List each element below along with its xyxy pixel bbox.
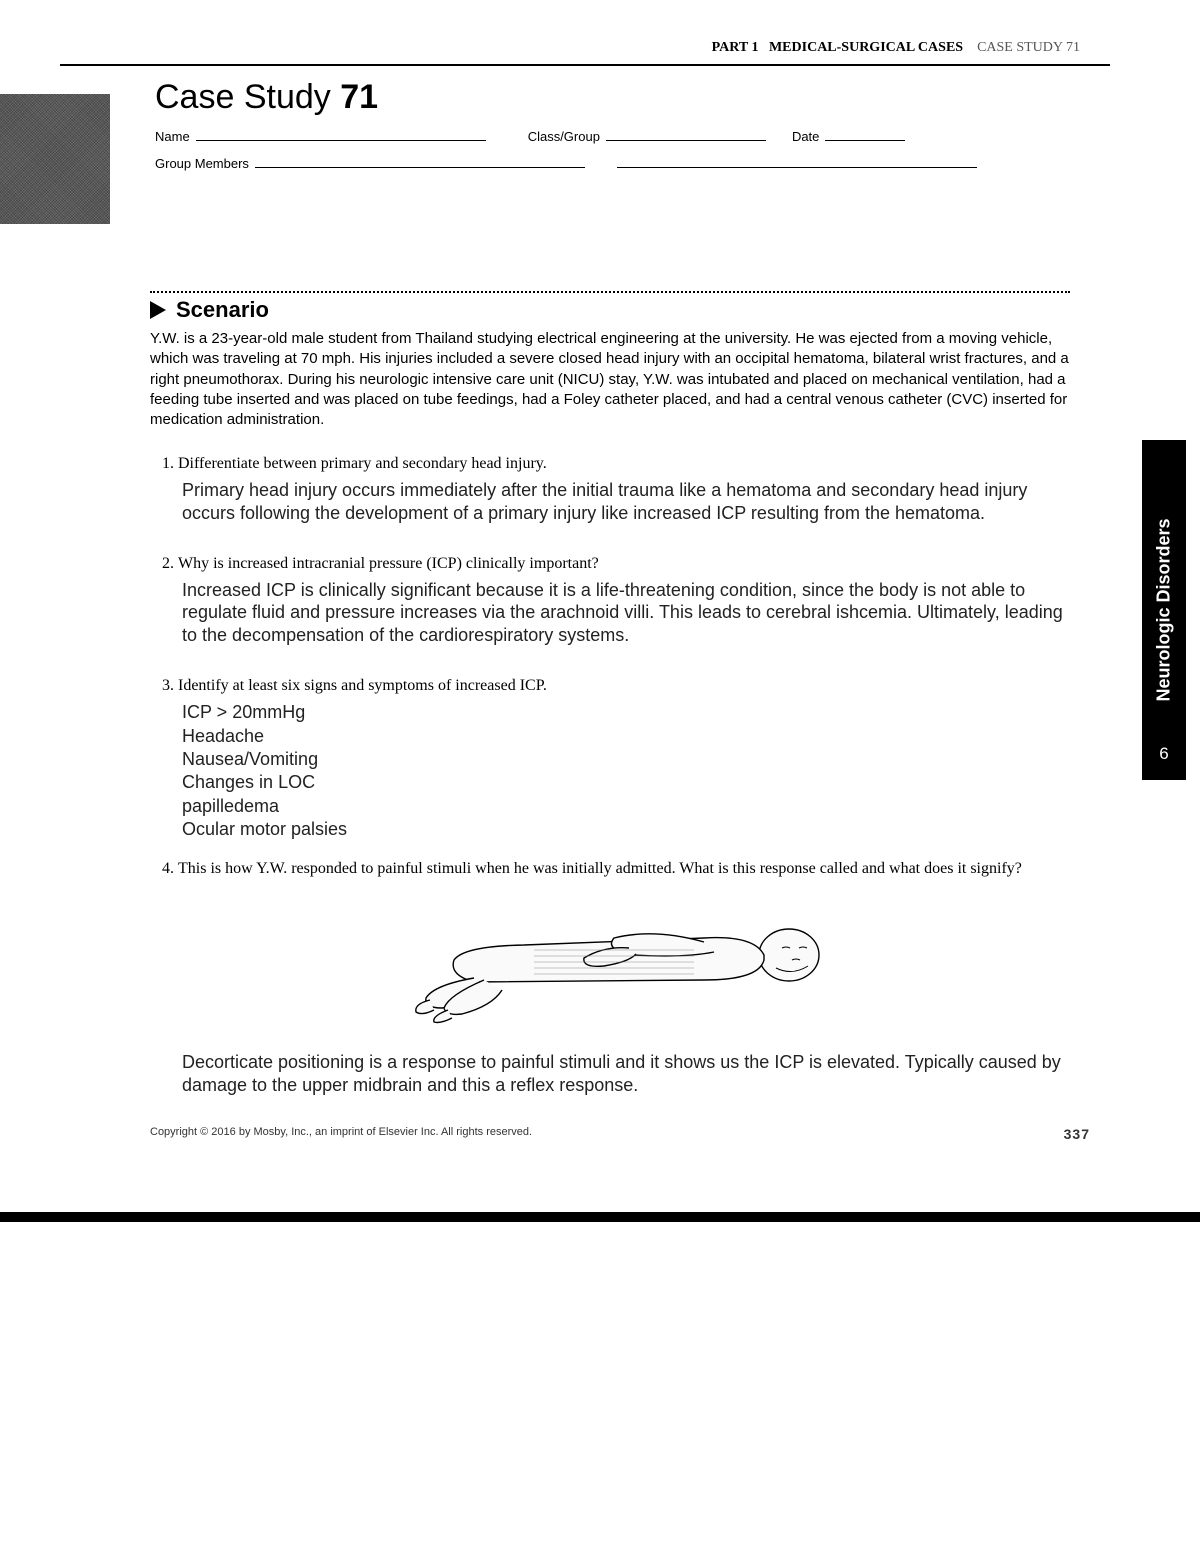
members-field-2[interactable] <box>617 154 977 168</box>
page-number: 337 <box>1064 1126 1090 1142</box>
name-label: Name <box>155 129 190 144</box>
q4-text: This is how Y.W. responded to painful st… <box>178 860 1022 877</box>
scenario-body: Y.W. is a 23-year-old male student from … <box>150 329 1070 430</box>
chapter-tab-number: 6 <box>1159 744 1168 764</box>
header-case: CASE STUDY 71 <box>977 40 1080 55</box>
chapter-tab-label: Neurologic Disorders <box>1154 518 1175 701</box>
q3-item: Headache <box>182 725 1070 748</box>
q4-answer: Decorticate positioning is a response to… <box>182 1051 1070 1096</box>
q3-item: ICP > 20mmHg <box>182 701 1070 724</box>
triangle-icon <box>150 301 166 319</box>
q3-item: Nausea/Vomiting <box>182 748 1070 771</box>
q3-item: Ocular motor palsies <box>182 818 1070 841</box>
q3-item: Changes in LOC <box>182 771 1070 794</box>
class-field[interactable] <box>606 127 766 141</box>
copyright-text: Copyright © 2016 by Mosby, Inc., an impr… <box>150 1126 532 1142</box>
title-prefix: Case Study <box>155 78 340 116</box>
date-label: Date <box>792 129 819 144</box>
case-study-title: Case Study 71 <box>155 78 1090 117</box>
name-field[interactable] <box>196 127 486 141</box>
chapter-tab: Neurologic Disorders 6 <box>1142 440 1186 780</box>
members-field-1[interactable] <box>255 154 585 168</box>
q1-answer: Primary head injury occurs immediately a… <box>182 479 1070 524</box>
date-field[interactable] <box>825 127 905 141</box>
scenario-heading: Scenario <box>176 297 269 323</box>
q3-text: Identify at least six signs and symptoms… <box>178 677 547 694</box>
header-section: MEDICAL-SURGICAL CASES <box>769 40 963 55</box>
q1-text: Differentiate between primary and second… <box>178 455 547 472</box>
members-label: Group Members <box>155 156 249 171</box>
top-rule <box>60 64 1110 66</box>
question-2: Why is increased intracranial pressure (… <box>178 554 1070 646</box>
dotted-rule <box>150 291 1070 293</box>
q3-answer: ICP > 20mmHg Headache Nausea/Vomiting Ch… <box>182 701 1070 841</box>
bottom-bar <box>0 1212 1200 1222</box>
q3-item: papilledema <box>182 795 1070 818</box>
page-header: PART 1 MEDICAL-SURGICAL CASES CASE STUDY… <box>30 40 1150 56</box>
question-1: Differentiate between primary and second… <box>178 454 1070 524</box>
q2-answer: Increased ICP is clinically significant … <box>182 579 1070 647</box>
title-number: 71 <box>340 78 378 116</box>
q2-text: Why is increased intracranial pressure (… <box>178 555 599 572</box>
question-4: This is how Y.W. responded to painful st… <box>178 859 1070 1096</box>
decorticate-figure <box>404 900 844 1037</box>
question-3: Identify at least six signs and symptoms… <box>178 676 1070 841</box>
class-label: Class/Group <box>528 129 600 144</box>
header-part: PART 1 <box>712 40 759 55</box>
chapter-thumbnail <box>0 94 110 224</box>
